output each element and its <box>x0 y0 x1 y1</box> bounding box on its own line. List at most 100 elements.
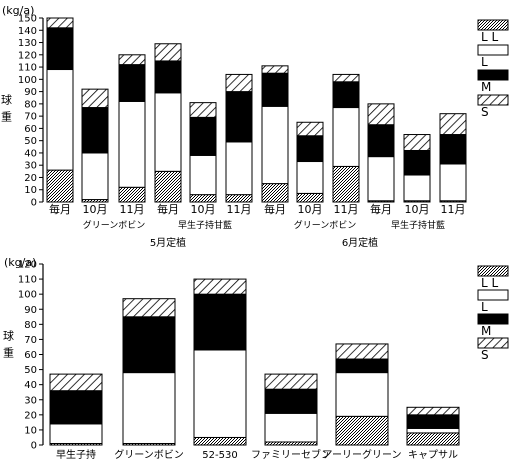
x-category-label: 毎月 <box>264 203 286 216</box>
bar-segment-s <box>122 298 176 318</box>
y-tick-label: 110 <box>18 63 37 74</box>
bar-segment-ll <box>193 436 247 446</box>
bar-segment-s <box>439 113 467 136</box>
legend-swatch-ll <box>477 19 509 31</box>
legend-swatch-s <box>477 94 509 106</box>
bar-segment-m <box>81 107 109 154</box>
x-category-label: 早生子持 <box>56 448 96 461</box>
bar-segment-l <box>406 427 460 434</box>
top-unit-label: (kg/a) <box>2 4 34 17</box>
bar-segment-l <box>154 92 182 172</box>
bottom-y-ticks: 0 10 20 30 40 50 60 70 80 90 100 110 120 <box>18 260 43 452</box>
bar-segment-s <box>189 102 217 118</box>
bar-segment-l <box>49 423 103 444</box>
y-tick-label: 40 <box>24 148 37 159</box>
y-tick-label: 60 <box>24 124 37 135</box>
bar-segment-s <box>81 88 109 109</box>
bar-segment-l <box>193 349 247 438</box>
x-category-label: アーリーグリーン <box>323 448 402 461</box>
y-tick-label: 110 <box>18 275 37 286</box>
x-group-label: 早生子持甘藍 <box>391 219 445 231</box>
bottom-stacked-bar-chart: (kg/a) 球重 0 10 20 30 40 50 60 70 80 90 100 110 120 早… <box>2 256 460 461</box>
bar-segment-ll <box>406 432 460 446</box>
bar-segment-m <box>193 293 247 351</box>
y-tick-label: 50 <box>24 136 37 147</box>
y-tick-label: 140 <box>18 26 37 37</box>
bottom-bars <box>49 278 460 446</box>
bar-segment-l <box>225 141 253 196</box>
legend-swatch-l <box>477 289 509 301</box>
x-category-label: キャプサル <box>408 449 458 461</box>
x-category-label: 11月 <box>441 203 466 216</box>
y-tick-label: 20 <box>24 173 37 184</box>
bar-segment-l <box>189 154 217 196</box>
x-supergroup-label: 6月定植 <box>342 236 378 249</box>
bar-segment-l <box>439 163 467 202</box>
bar-segment-l <box>403 174 431 202</box>
bar-segment-s <box>335 343 389 360</box>
legend-label: M <box>481 324 491 338</box>
y-tick-label: 80 <box>24 320 37 331</box>
y-tick-label: 120 <box>18 50 37 61</box>
bar-segment-m <box>335 358 389 374</box>
bar-segment-s <box>261 65 289 74</box>
y-tick-label: 60 <box>24 350 37 361</box>
bar-segment-l <box>332 107 360 167</box>
bar-segment-m <box>406 414 460 429</box>
y-tick-label: 30 <box>24 395 37 406</box>
y-tick-label: 10 <box>24 185 37 196</box>
bar-segment-ll <box>118 186 146 203</box>
legend-swatch-ll <box>477 265 509 277</box>
bar-segment-s <box>403 134 431 151</box>
bar-segment-s <box>332 73 360 83</box>
legend-label: S <box>481 348 489 362</box>
bar-segment-m <box>154 60 182 94</box>
x-group-label: グリーンボビン <box>294 219 357 231</box>
bar-segment-l <box>367 156 395 202</box>
bar-segment-m <box>296 135 324 163</box>
y-tick-label: 0 <box>31 198 37 209</box>
bar-segment-m <box>122 316 176 374</box>
top-bars <box>46 17 467 203</box>
x-category-label: グリーンボビン <box>114 448 184 461</box>
bar-segment-m <box>439 134 467 165</box>
bar-segment-ll <box>154 170 182 203</box>
bar-segment-s <box>46 17 74 29</box>
x-category-label: 10月 <box>191 203 216 216</box>
bar-segment-s <box>49 373 103 392</box>
y-tick-label: 120 <box>18 260 37 271</box>
bar-segment-m <box>264 388 318 414</box>
bar-segment-ll <box>332 165 360 203</box>
bar-segment-s <box>367 103 395 126</box>
bar-segment-m <box>332 81 360 109</box>
legend-label: L <box>481 55 488 69</box>
x-category-label: 毎月 <box>157 203 179 216</box>
y-tick-label: 80 <box>24 99 37 110</box>
bottom-unit-label: (kg/a) <box>4 256 36 269</box>
y-tick-label: 50 <box>24 365 37 376</box>
bar-segment-l <box>264 412 318 443</box>
y-tick-label: 90 <box>24 87 37 98</box>
legend-swatch-s <box>477 337 509 349</box>
bottom-y-axis-label: 球重 <box>2 329 15 364</box>
y-tick-label: 10 <box>24 425 37 436</box>
legend-swatch-l <box>477 44 509 56</box>
x-category-label: 毎月 <box>49 203 71 216</box>
x-category-label: 10月 <box>405 203 430 216</box>
y-tick-label: 70 <box>24 112 37 123</box>
x-category-label: 52-530 <box>202 450 237 461</box>
y-tick-label: 100 <box>18 75 37 86</box>
x-category-label: 11月 <box>120 203 145 216</box>
legend-label: M <box>481 80 491 94</box>
bar-segment-s <box>264 373 318 390</box>
bar-segment-s <box>406 406 460 416</box>
x-category-label: 10月 <box>83 203 108 216</box>
y-tick-label: 30 <box>24 161 37 172</box>
bar-segment-m <box>49 390 103 425</box>
bar-segment-m <box>225 91 253 143</box>
y-tick-label: 130 <box>18 38 37 49</box>
x-category-label: 11月 <box>227 203 252 216</box>
